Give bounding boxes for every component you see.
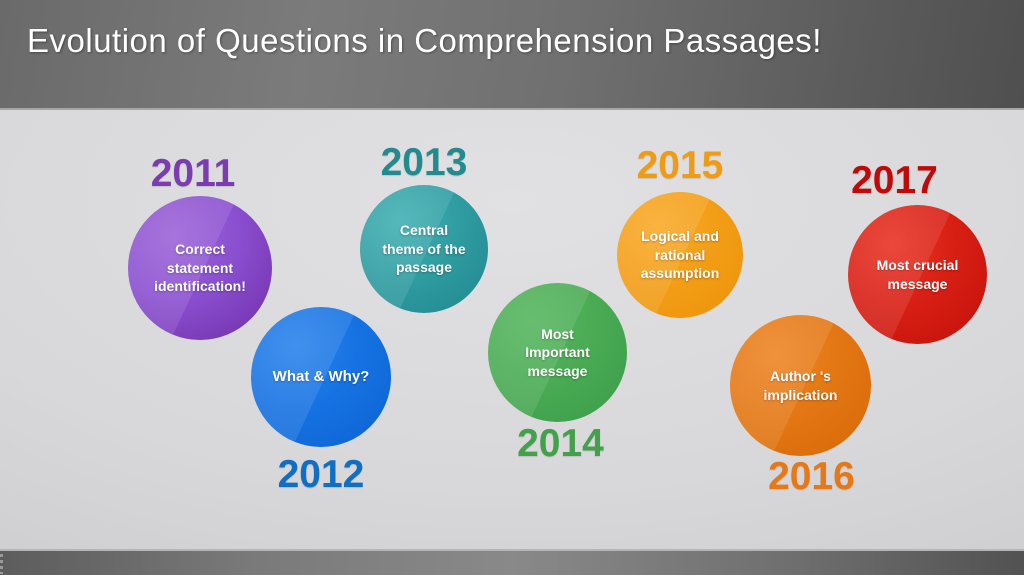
year-label-2013: 2013: [380, 141, 468, 184]
title-bar: Evolution of Questions in Comprehension …: [0, 0, 1024, 110]
timeline-item-2014: 2014 Most Important message: [488, 283, 627, 463]
year-label-2011: 2011: [150, 152, 236, 195]
year-label-2015: 2015: [636, 144, 724, 187]
timeline-item-2012: 2012 What & Why?: [251, 307, 391, 494]
year-label-2012: 2012: [277, 453, 365, 496]
timeline-item-2016: 2016 Author 's implication: [730, 315, 871, 496]
topic-text-2011: Correct statement identification!: [154, 241, 246, 295]
year-label-2017: 2017: [851, 159, 938, 202]
footer-left-dashes: [0, 554, 3, 574]
topic-text-2015: Logical and rational assumption: [640, 228, 720, 282]
topic-bubble-2013: Central theme of the passage: [360, 185, 488, 313]
topic-text-2014: Most Important message: [525, 325, 590, 379]
footer-bar: [0, 549, 1024, 575]
topic-bubble-2015: Logical and rational assumption: [617, 192, 743, 318]
topic-text-2012: What & Why?: [272, 368, 370, 386]
topic-bubble-2014: Most Important message: [488, 283, 627, 422]
topic-bubble-2017: Most crucial message: [848, 205, 987, 344]
topic-bubble-2012: What & Why?: [251, 307, 391, 447]
topic-bubble-2016: Author 's implication: [730, 315, 871, 456]
timeline-item-2015: 2015 Logical and rational assumption: [617, 146, 743, 318]
topic-text-2013: Central theme of the passage: [382, 222, 466, 276]
slide-title: Evolution of Questions in Comprehension …: [27, 22, 822, 59]
year-label-2014: 2014: [517, 422, 604, 465]
topic-text-2016: Author 's implication: [763, 368, 838, 403]
year-label-2016: 2016: [768, 455, 855, 498]
timeline-item-2017: 2017 Most crucial message: [848, 161, 987, 344]
timeline-item-2011: 2011 Correct statement identification!: [128, 154, 272, 340]
topic-text-2017: Most crucial message: [876, 257, 959, 292]
topic-bubble-2011: Correct statement identification!: [128, 196, 272, 340]
timeline-item-2013: 2013 Central theme of the passage: [360, 143, 488, 313]
